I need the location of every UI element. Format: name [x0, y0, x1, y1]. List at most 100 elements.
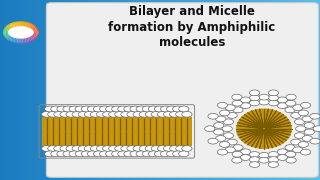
Circle shape — [179, 151, 189, 157]
Circle shape — [124, 106, 134, 112]
Circle shape — [78, 111, 88, 117]
Circle shape — [102, 111, 113, 117]
Circle shape — [220, 110, 230, 116]
Bar — [264, 0, 268, 180]
Circle shape — [268, 90, 278, 96]
Bar — [280, 0, 284, 180]
Circle shape — [164, 111, 174, 117]
Bar — [212, 0, 216, 180]
Bar — [92, 0, 96, 180]
Bar — [236, 0, 240, 180]
Circle shape — [48, 111, 58, 117]
Bar — [156, 0, 160, 180]
Circle shape — [42, 111, 52, 117]
Bar — [184, 0, 188, 180]
Bar — [124, 0, 128, 180]
Bar — [140, 0, 144, 180]
Circle shape — [166, 106, 177, 112]
Circle shape — [130, 106, 140, 112]
Bar — [112, 0, 116, 180]
Circle shape — [154, 151, 164, 157]
Bar — [44, 0, 48, 180]
Circle shape — [100, 151, 110, 157]
Bar — [4, 0, 8, 180]
Bar — [220, 0, 224, 180]
FancyBboxPatch shape — [46, 3, 318, 177]
Circle shape — [310, 138, 320, 144]
Circle shape — [51, 106, 61, 112]
Circle shape — [151, 111, 162, 117]
Circle shape — [300, 149, 311, 155]
Bar — [316, 0, 320, 180]
Circle shape — [75, 151, 85, 157]
Bar — [200, 0, 204, 180]
Bar — [252, 0, 256, 180]
Circle shape — [157, 111, 168, 117]
Circle shape — [277, 155, 288, 160]
Bar — [28, 0, 32, 180]
Circle shape — [179, 106, 189, 112]
Circle shape — [48, 146, 58, 151]
Circle shape — [222, 126, 232, 132]
Circle shape — [268, 152, 279, 157]
Circle shape — [160, 151, 171, 157]
Bar — [180, 0, 184, 180]
Circle shape — [286, 151, 296, 157]
Circle shape — [240, 97, 251, 103]
Bar — [88, 0, 92, 180]
Circle shape — [154, 106, 164, 112]
Circle shape — [300, 102, 311, 108]
Circle shape — [232, 157, 242, 163]
Circle shape — [127, 146, 137, 151]
Circle shape — [250, 162, 260, 167]
Circle shape — [291, 112, 301, 118]
Circle shape — [304, 129, 314, 135]
Circle shape — [249, 157, 260, 162]
Circle shape — [214, 123, 224, 128]
Circle shape — [285, 145, 295, 150]
Circle shape — [268, 162, 278, 167]
Circle shape — [286, 94, 296, 100]
Bar — [96, 0, 100, 180]
Bar — [52, 0, 56, 180]
Circle shape — [136, 151, 146, 157]
Bar — [56, 0, 60, 180]
Circle shape — [268, 157, 279, 162]
Circle shape — [42, 146, 52, 151]
Bar — [144, 0, 148, 180]
Bar — [276, 0, 280, 180]
Bar — [42, 117, 192, 146]
Bar — [292, 0, 296, 180]
Bar — [296, 0, 300, 180]
Bar — [240, 0, 244, 180]
Circle shape — [133, 111, 143, 117]
Circle shape — [142, 106, 152, 112]
Bar — [160, 0, 164, 180]
Circle shape — [216, 116, 226, 122]
Bar — [48, 0, 52, 180]
Bar — [244, 0, 248, 180]
Circle shape — [93, 151, 104, 157]
Bar — [304, 0, 308, 180]
Circle shape — [233, 107, 243, 113]
Bar — [228, 0, 232, 180]
Bar — [16, 0, 20, 180]
Circle shape — [233, 145, 243, 150]
Circle shape — [102, 146, 113, 151]
Circle shape — [106, 106, 116, 112]
Circle shape — [121, 111, 131, 117]
Circle shape — [250, 90, 260, 96]
Circle shape — [225, 105, 235, 111]
Circle shape — [302, 136, 312, 141]
Circle shape — [313, 126, 320, 132]
Bar — [76, 0, 80, 180]
Circle shape — [225, 147, 235, 153]
Circle shape — [223, 119, 234, 125]
Circle shape — [118, 106, 128, 112]
Circle shape — [249, 100, 260, 106]
Bar — [148, 0, 152, 180]
Circle shape — [106, 151, 116, 157]
Bar — [248, 0, 252, 180]
Circle shape — [45, 151, 55, 157]
Bar — [188, 0, 192, 180]
